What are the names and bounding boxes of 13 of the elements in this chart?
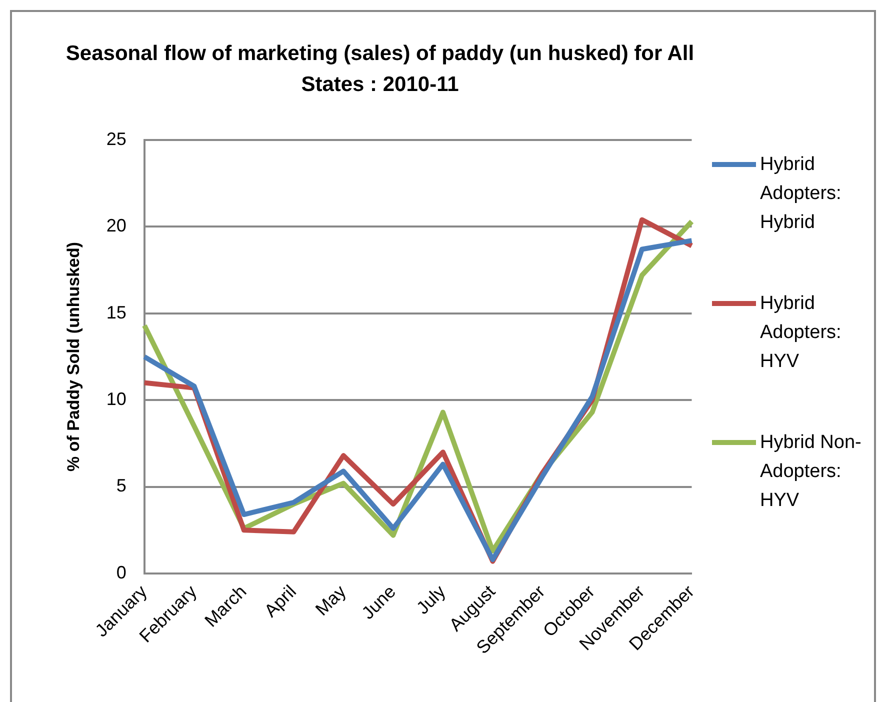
- y-tick-label: 15: [106, 302, 126, 322]
- legend-label: Hybrid Non-Adopters: HYV: [760, 431, 862, 513]
- x-tick-label: May: [312, 581, 350, 620]
- x-tick-label: July: [412, 581, 450, 618]
- y-tick-label: 10: [106, 389, 126, 410]
- y-tick-label: 0: [116, 562, 126, 582]
- chart-title: Seasonal flow of marketing (sales) of paddy (un husked) for All States : 2010-11: [64, 41, 696, 98]
- y-tick-label: 25: [106, 128, 126, 149]
- legend-label: Hybrid Adopters: Hybrid: [760, 153, 842, 235]
- y-tick-label: 5: [116, 476, 126, 496]
- legend-label: Hybrid Adopters: HYV: [760, 292, 842, 374]
- y-tick-label: 20: [106, 216, 126, 236]
- y-axis-title: % of Paddy Sold (unhusked): [64, 242, 83, 472]
